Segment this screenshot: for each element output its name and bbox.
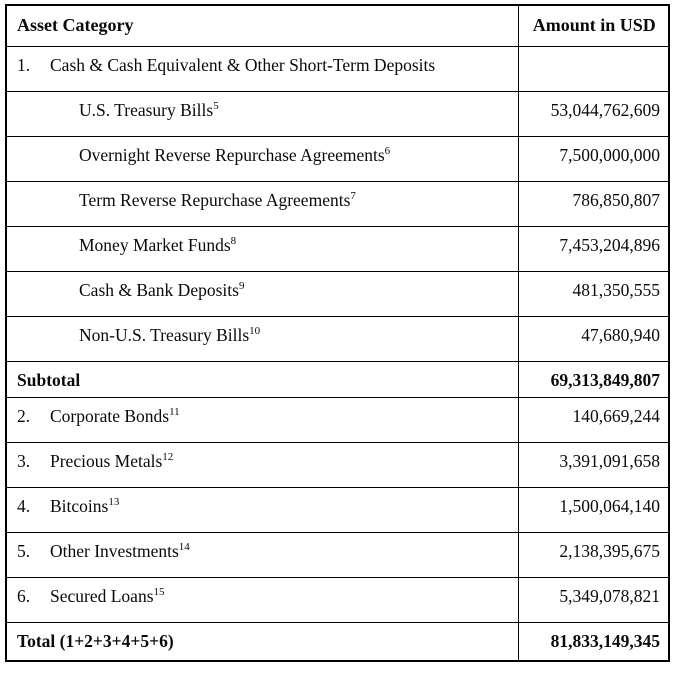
row-label: Secured Loans: [50, 585, 154, 606]
amount-cell: 81,833,149,345: [517, 621, 670, 662]
footnote-ref: 7: [350, 189, 356, 202]
row-number: 4.: [17, 495, 31, 516]
column-header-asset-category: Asset Category: [5, 4, 519, 47]
asset-category-cell: 5. Other Investments14: [5, 531, 519, 578]
assets-table: Asset Category Amount in USD 1. Cash & Ca…: [5, 4, 670, 662]
row-number: 2.: [17, 405, 31, 426]
total-row: Total (1+2+3+4+5+6) 81,833,149,345: [5, 621, 670, 662]
amount-cell: 1,500,064,140: [517, 486, 670, 533]
table-row: U.S. Treasury Bills5 53,044,762,609: [5, 90, 670, 137]
footnote-ref: 10: [249, 324, 261, 337]
footnote-ref: 11: [169, 405, 180, 418]
table-row: Non-U.S. Treasury Bills10 47,680,940: [5, 315, 670, 362]
asset-category-cell: Term Reverse Repurchase Agreements7: [5, 180, 519, 227]
row-label: Cash & Bank Deposits: [79, 279, 239, 300]
amount-cell: 53,044,762,609: [517, 90, 670, 137]
table-row: 2. Corporate Bonds11 140,669,244: [5, 396, 670, 443]
row-label: Other Investments: [50, 540, 179, 561]
asset-category-cell: 4. Bitcoins13: [5, 486, 519, 533]
asset-category-cell: Subtotal: [5, 360, 519, 398]
amount-cell: [517, 45, 670, 92]
footnote-ref: 8: [230, 234, 237, 247]
amount-cell: 481,350,555: [517, 270, 670, 317]
footnote-ref: 5: [213, 99, 219, 112]
asset-category-cell: 2. Corporate Bonds11: [5, 396, 519, 443]
amount-cell: 3,391,091,658: [517, 441, 670, 488]
footnote-ref: 13: [108, 495, 120, 508]
amount-cell: 786,850,807: [517, 180, 670, 227]
table-row: 4. Bitcoins13 1,500,064,140: [5, 486, 670, 533]
asset-category-cell: 3. Precious Metals12: [5, 441, 519, 488]
table-row: 6. Secured Loans15 5,349,078,821: [5, 576, 670, 623]
footnote-ref: 12: [162, 450, 174, 463]
row-label: Money Market Funds: [79, 234, 231, 255]
footnote-ref: 14: [178, 540, 190, 553]
row-label: Corporate Bonds: [50, 405, 170, 426]
amount-cell: 7,453,204,896: [517, 225, 670, 272]
asset-category-cell: Cash & Bank Deposits9: [5, 270, 519, 317]
footnote-ref: 15: [153, 585, 165, 598]
amount-cell: 2,138,395,675: [517, 531, 670, 578]
asset-category-cell: Overnight Reverse Repurchase Agreements6: [5, 135, 519, 182]
row-label: Bitcoins: [50, 495, 109, 516]
amount-cell: 140,669,244: [517, 396, 670, 443]
row-number: 6.: [17, 585, 31, 606]
row-number: 1.: [17, 54, 31, 75]
row-label: U.S. Treasury Bills: [79, 99, 214, 120]
asset-category-cell: Non-U.S. Treasury Bills10: [5, 315, 519, 362]
asset-category-cell: 1. Cash & Cash Equivalent & Other Short-T…: [5, 45, 519, 92]
table-row: Money Market Funds8 7,453,204,896: [5, 225, 670, 272]
row-label: Overnight Reverse Repurchase Agreements: [79, 144, 385, 165]
row-label: Non-U.S. Treasury Bills: [79, 324, 250, 345]
row-label: Cash & Cash Equivalent & Other Short-Ter…: [50, 54, 436, 75]
subtotal-row: Subtotal 69,313,849,807: [5, 360, 670, 398]
amount-cell: 7,500,000,000: [517, 135, 670, 182]
table-row: 1. Cash & Cash Equivalent & Other Short-T…: [5, 45, 670, 92]
asset-category-cell: 6. Secured Loans15: [5, 576, 519, 623]
table-row: Overnight Reverse Repurchase Agreements6…: [5, 135, 670, 182]
asset-category-cell: Total (1+2+3+4+5+6): [5, 621, 519, 662]
asset-category-cell: U.S. Treasury Bills5: [5, 90, 519, 137]
amount-cell: 47,680,940: [517, 315, 670, 362]
table-row: 5. Other Investments14 2,138,395,675: [5, 531, 670, 578]
footnote-ref: 9: [238, 279, 245, 292]
table-header-row: Asset Category Amount in USD: [5, 4, 670, 47]
row-label: Term Reverse Repurchase Agreements: [79, 189, 351, 210]
amount-cell: 5,349,078,821: [517, 576, 670, 623]
row-number: 3.: [17, 450, 31, 471]
amount-cell: 69,313,849,807: [517, 360, 670, 398]
table-row: 3. Precious Metals12 3,391,091,658: [5, 441, 670, 488]
column-header-amount-usd: Amount in USD: [517, 4, 670, 47]
table-row: Cash & Bank Deposits9 481,350,555: [5, 270, 670, 317]
asset-category-cell: Money Market Funds8: [5, 225, 519, 272]
table-row: Term Reverse Repurchase Agreements7 786,…: [5, 180, 670, 227]
footnote-ref: 6: [384, 144, 391, 157]
row-number: 5.: [17, 540, 31, 561]
row-label: Precious Metals: [50, 450, 163, 471]
